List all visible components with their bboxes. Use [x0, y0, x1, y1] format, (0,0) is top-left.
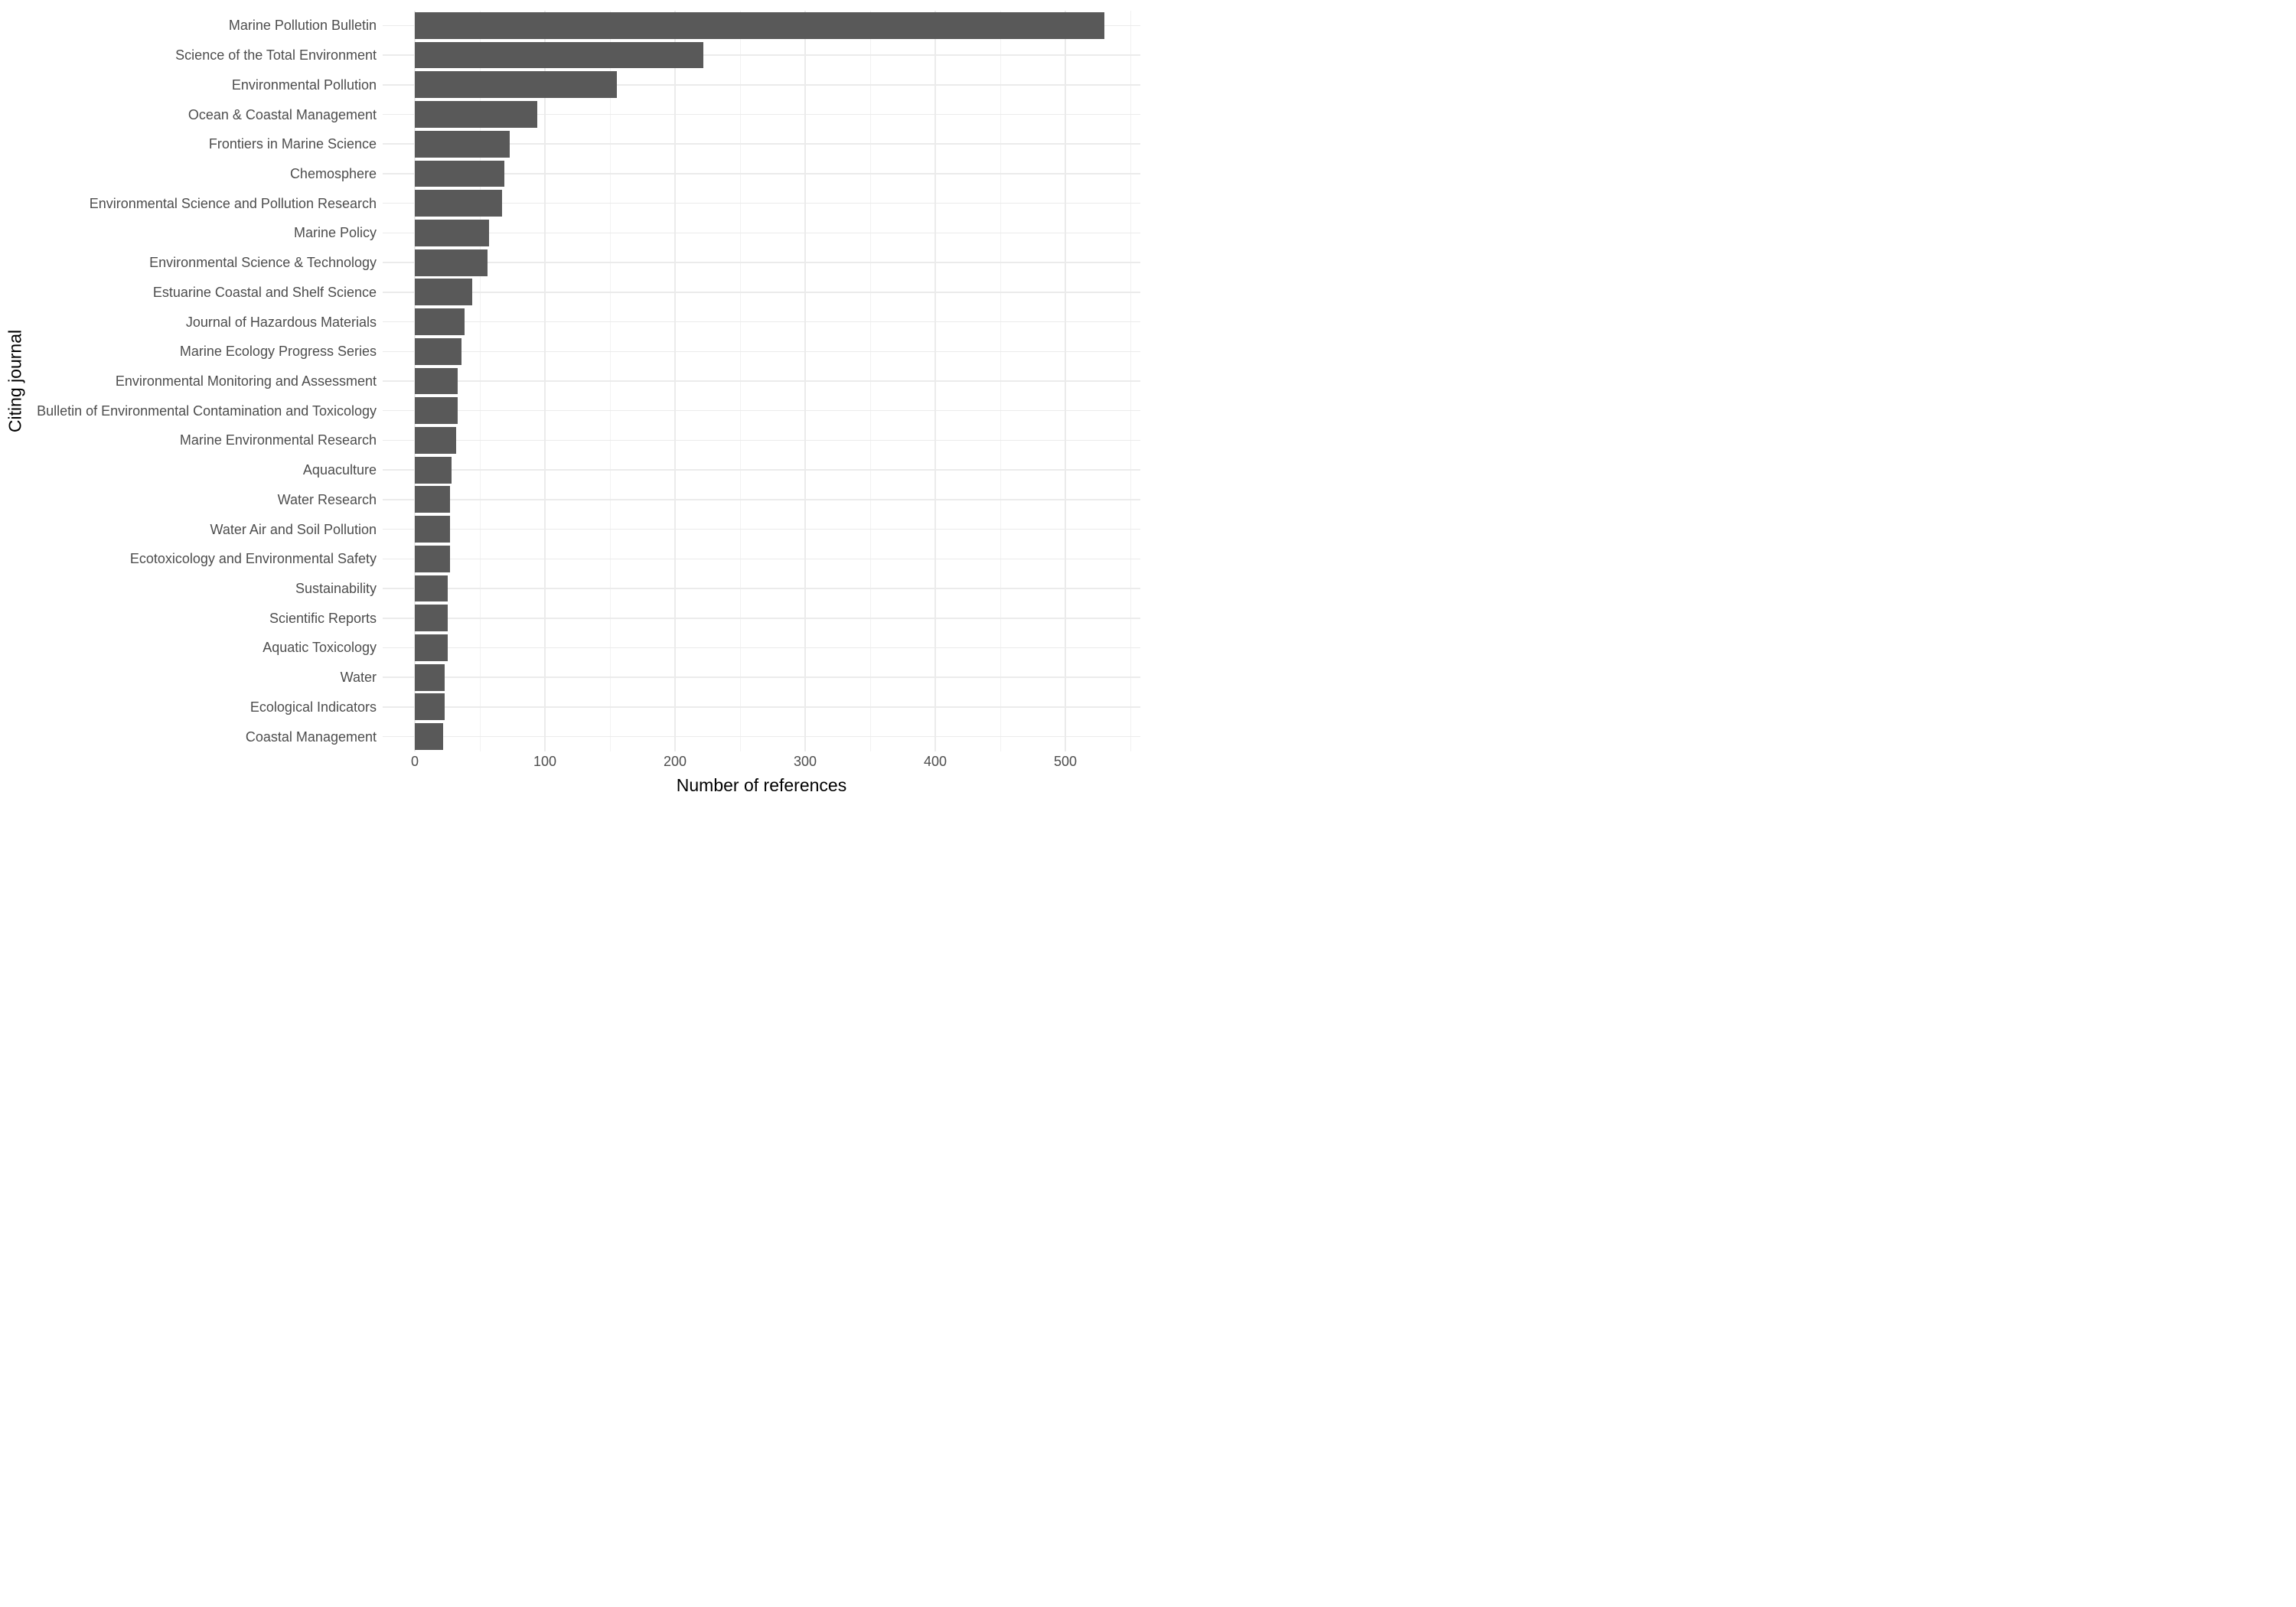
- y-tick-label: Journal of Hazardous Materials: [185, 314, 377, 330]
- y-tick-label: Bulletin of Environmental Contamination …: [37, 403, 377, 419]
- gridline-major-h: [383, 262, 1140, 263]
- bar-9: [415, 249, 488, 276]
- gridline-major-h: [383, 143, 1140, 145]
- y-tick-label: Scientific Reports: [269, 610, 377, 626]
- gridline-major-h: [383, 558, 1140, 560]
- gridline-major-h: [383, 439, 1140, 442]
- gridline-major-h: [383, 292, 1140, 293]
- x-tick-label: 400: [923, 754, 947, 769]
- y-tick-label: Marine Pollution Bulletin: [228, 18, 377, 34]
- y-tick-label: Ocean & Coastal Management: [188, 106, 377, 122]
- bar-chart-figure: Citing journal Marine Pollution Bulletin…: [0, 0, 1148, 804]
- y-tick-label: Environmental Science and Pollution Rese…: [89, 195, 377, 211]
- bar-11: [415, 308, 465, 335]
- y-tick-label: Marine Ecology Progress Series: [179, 344, 377, 360]
- y-tick-label: Aquatic Toxicology: [263, 640, 377, 656]
- gridline-major-h: [383, 173, 1140, 174]
- y-tick-label: Science of the Total Environment: [175, 47, 377, 64]
- gridline-major-h: [383, 84, 1140, 86]
- y-tick-label: Environmental Science & Technology: [149, 255, 377, 271]
- gridline-major-h: [383, 647, 1140, 649]
- gridline-major-h: [383, 528, 1140, 530]
- bar-18: [415, 516, 450, 543]
- bar-2: [415, 41, 704, 69]
- bar-13: [415, 367, 458, 395]
- bar-4: [415, 101, 537, 128]
- bar-21: [415, 605, 448, 632]
- gridline-major-h: [383, 113, 1140, 116]
- y-tick-label: Marine Environmental Research: [179, 432, 377, 448]
- gridline-major-h: [383, 350, 1140, 353]
- bar-19: [415, 545, 450, 572]
- bar-20: [415, 575, 448, 602]
- bar-22: [415, 634, 448, 661]
- bar-24: [415, 693, 445, 721]
- x-axis-title: Number of references: [676, 775, 847, 795]
- gridline-major-h: [383, 380, 1140, 382]
- gridline-major-h: [383, 232, 1140, 234]
- plot-panel: [383, 11, 1140, 751]
- y-tick-label: Chemosphere: [289, 165, 377, 181]
- bar-17: [415, 486, 450, 513]
- bar-1: [415, 11, 1104, 39]
- bar-15: [415, 427, 457, 454]
- gridline-major-h: [383, 618, 1140, 619]
- x-tick-label: 500: [1053, 754, 1078, 769]
- y-tick-label: Estuarine Coastal and Shelf Science: [152, 284, 377, 300]
- gridline-major-h: [383, 706, 1140, 708]
- gridline-major-h: [383, 588, 1140, 589]
- y-tick-label: Coastal Management: [245, 729, 377, 745]
- x-tick-label: 0: [410, 754, 419, 769]
- gridline-major-h: [383, 469, 1140, 471]
- gridline-major-h: [383, 409, 1140, 412]
- y-tick-label: Water Research: [277, 491, 377, 507]
- bar-5: [415, 130, 510, 158]
- gridline-major-h: [383, 54, 1140, 56]
- gridline-major-h: [383, 676, 1140, 678]
- bar-14: [415, 397, 458, 425]
- bar-3: [415, 71, 617, 99]
- bar-10: [415, 279, 472, 306]
- gridline-major-h: [383, 202, 1140, 204]
- y-tick-label: Environmental Monitoring and Assessment: [115, 373, 377, 389]
- gridline-major-h: [383, 321, 1140, 323]
- y-tick-label: Frontiers in Marine Science: [208, 136, 377, 152]
- y-tick-label: Marine Policy: [293, 225, 377, 241]
- bar-7: [415, 190, 502, 217]
- y-tick-label: Aquaculture: [302, 462, 377, 478]
- y-tick-label: Ecotoxicology and Environmental Safety: [129, 551, 377, 567]
- bar-12: [415, 337, 462, 365]
- y-tick-label: Sustainability: [295, 581, 377, 597]
- gridline-major-h: [383, 735, 1140, 738]
- bar-23: [415, 663, 445, 691]
- x-tick-label: 300: [793, 754, 817, 769]
- x-tick-label: 100: [533, 754, 557, 769]
- y-tick-label: Ecological Indicators: [249, 699, 377, 715]
- bar-25: [415, 723, 444, 751]
- y-tick-label: Environmental Pollution: [231, 77, 377, 93]
- y-tick-label: Water Air and Soil Pollution: [210, 521, 377, 537]
- y-tick-label: Water: [340, 670, 377, 686]
- bar-16: [415, 456, 452, 484]
- bar-8: [415, 219, 489, 246]
- gridline-major-h: [383, 499, 1140, 500]
- bar-6: [415, 160, 505, 187]
- x-tick-label: 200: [663, 754, 687, 769]
